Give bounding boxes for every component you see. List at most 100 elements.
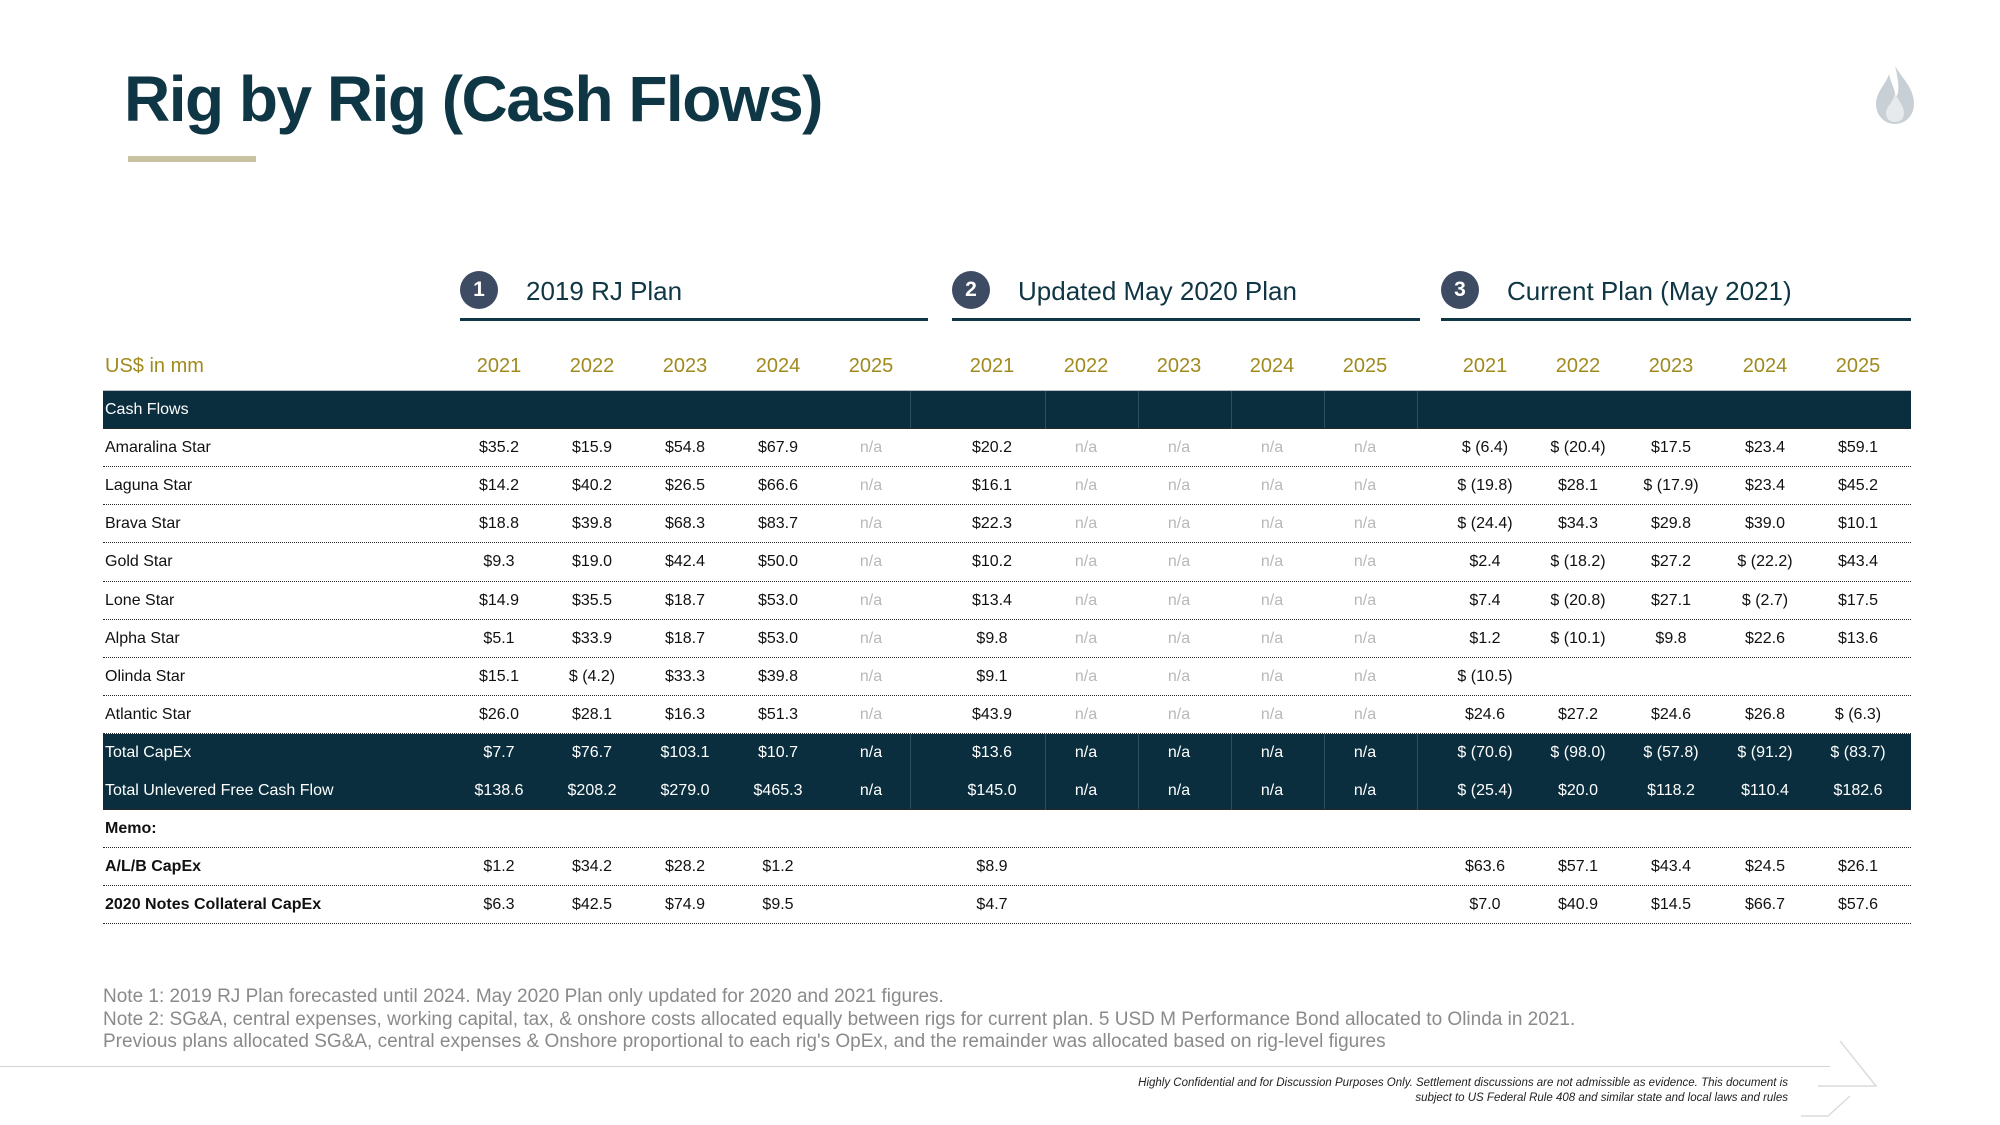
- table-cell: $53.0: [757, 629, 799, 647]
- table-cell: $17.5: [1650, 439, 1692, 457]
- column-separator: [910, 772, 911, 810]
- row-separator: [103, 656, 1911, 658]
- table-cell: $8.9: [976, 858, 1008, 876]
- table-cell: $110.4: [1741, 782, 1789, 799]
- table-cell: n/a: [1167, 629, 1191, 647]
- table-cell: n/a: [1167, 439, 1191, 457]
- year-header: 2025: [848, 355, 894, 377]
- row-separator: [103, 732, 1911, 734]
- table-cell: n/a: [1074, 743, 1098, 761]
- column-separator: [1138, 772, 1139, 810]
- table-cell: $9.5: [762, 896, 794, 914]
- table-cell: $138.6: [474, 782, 524, 799]
- table-cell: $40.9: [1557, 896, 1599, 914]
- table-cell: $42.5: [571, 896, 613, 914]
- table-cell: $15.1: [478, 667, 520, 685]
- column-separator: [910, 733, 911, 772]
- year-header: 2023: [662, 355, 708, 377]
- table-cell: $14.2: [478, 477, 520, 495]
- table-cell: n/a: [1353, 439, 1377, 457]
- table-cell: n/a: [859, 553, 883, 571]
- year-header: 2023: [1156, 355, 1202, 377]
- table-cell: $19.0: [571, 553, 613, 571]
- table-cell: $ (20.4): [1550, 439, 1606, 457]
- table-cell: $7.0: [1469, 896, 1501, 914]
- group-label: 2019 RJ Plan: [526, 276, 683, 306]
- year-header: 2021: [476, 355, 522, 377]
- table-cell: n/a: [1260, 439, 1284, 457]
- group-number-badge: 1: [460, 271, 498, 309]
- table-cell: $ (10.1): [1550, 629, 1606, 647]
- table-cell: $57.6: [1837, 896, 1879, 914]
- year-header: 2024: [1742, 355, 1788, 377]
- table-cell: n/a: [1353, 667, 1377, 685]
- table-cell: n/a: [1167, 743, 1191, 761]
- units-label: US$ in mm: [105, 355, 204, 377]
- row-label: 2020 Notes Collateral CapEx: [105, 896, 322, 914]
- table-cell: $ (10.5): [1457, 667, 1513, 685]
- table-cell: $465.3: [753, 782, 803, 799]
- table-cell: n/a: [1074, 477, 1098, 495]
- table-cell: n/a: [859, 705, 883, 723]
- year-header: 2022: [1063, 355, 1109, 377]
- row-label: Laguna Star: [105, 477, 193, 495]
- group-number-badge: 2: [952, 271, 990, 309]
- row-label: Alpha Star: [105, 629, 180, 647]
- table-cell: $28.1: [1557, 477, 1599, 495]
- table-cell: $26.8: [1744, 705, 1786, 723]
- row-separator: [103, 428, 1911, 430]
- table-cell: n/a: [1167, 591, 1191, 609]
- table-cell: $20.0: [1557, 782, 1599, 799]
- table-cell: $23.4: [1744, 439, 1786, 457]
- column-separator: [1417, 772, 1418, 810]
- table-cell: n/a: [1353, 629, 1377, 647]
- table-cell: $24.5: [1744, 858, 1786, 876]
- column-separator: [1231, 391, 1232, 429]
- table-cell: $14.5: [1650, 896, 1692, 914]
- table-cell: $39.8: [571, 515, 613, 533]
- table-cell: $27.1: [1650, 591, 1692, 609]
- table-cell: $ (6.4): [1461, 439, 1509, 457]
- year-header: 2021: [969, 355, 1015, 377]
- table-cell: $66.7: [1744, 896, 1786, 914]
- table-cell: n/a: [1353, 515, 1377, 533]
- column-separator: [910, 391, 911, 429]
- table-cell: n/a: [1260, 515, 1284, 533]
- table-cell: $18.7: [664, 629, 706, 647]
- column-separator: [1417, 733, 1418, 772]
- table-cell: $28.1: [571, 705, 613, 723]
- row-label: Cash Flows: [105, 401, 189, 418]
- row-separator: [103, 847, 1911, 849]
- table-cell: n/a: [1260, 553, 1284, 571]
- table-cell: $6.3: [483, 896, 515, 914]
- table-cell: $40.2: [571, 477, 613, 495]
- table-cell: n/a: [1260, 743, 1284, 761]
- year-header: 2024: [755, 355, 801, 377]
- row-label: Total Unlevered Free Cash Flow: [105, 782, 334, 799]
- row-label: Total CapEx: [105, 743, 192, 761]
- table-cell: n/a: [859, 591, 883, 609]
- table-cell: n/a: [859, 782, 883, 799]
- table-cell: $10.1: [1837, 515, 1879, 533]
- table-cell: $ (22.2): [1737, 553, 1793, 571]
- table-cell: $13.6: [1837, 629, 1879, 647]
- table-cell: $27.2: [1650, 553, 1692, 571]
- table-cell: $22.3: [971, 515, 1013, 533]
- table-cell: $50.0: [757, 553, 799, 571]
- table-cell: $43.4: [1650, 858, 1692, 876]
- table-cell: $18.7: [664, 591, 706, 609]
- note-line: Note 1: 2019 RJ Plan forecasted until 20…: [103, 986, 944, 1007]
- table-cell: n/a: [859, 515, 883, 533]
- column-separator: [1045, 733, 1046, 772]
- table-cell: $ (25.4): [1457, 782, 1513, 799]
- table-cell: $7.4: [1469, 591, 1501, 609]
- table-cell: $182.6: [1833, 782, 1883, 799]
- row-separator: [103, 542, 1911, 544]
- table-cell: $279.0: [660, 782, 710, 799]
- table-cell: $13.4: [971, 591, 1013, 609]
- table-cell: $9.8: [1655, 629, 1687, 647]
- table-cell: $ (6.3): [1834, 705, 1882, 723]
- table-cell: $9.1: [976, 667, 1008, 685]
- table-cell: n/a: [1074, 782, 1098, 799]
